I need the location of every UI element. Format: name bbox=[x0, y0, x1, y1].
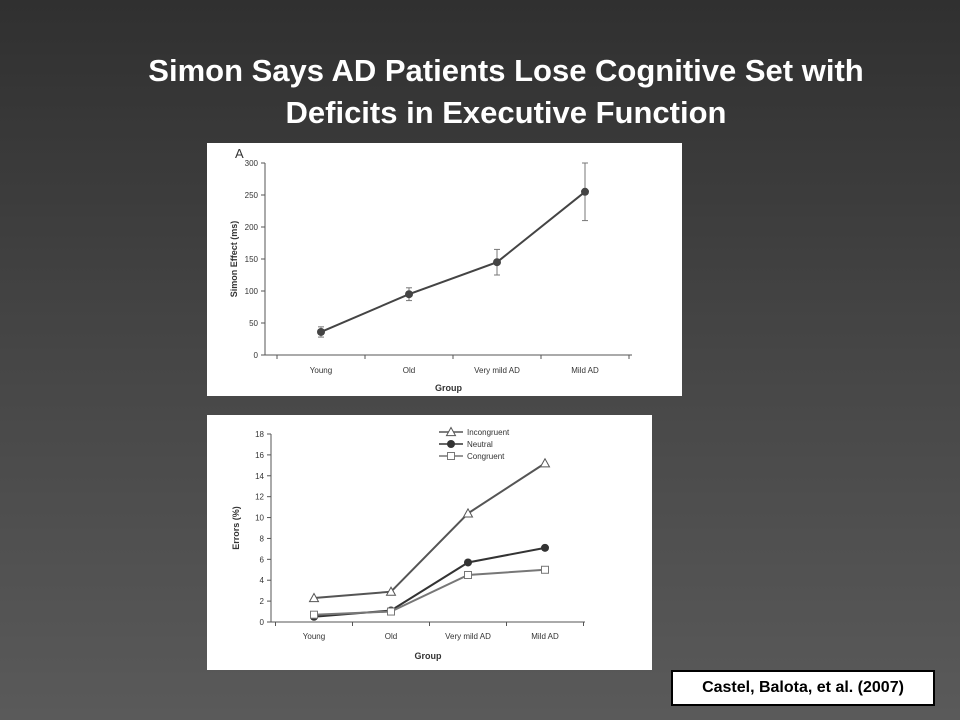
chart-b-y-tick-label: 18 bbox=[255, 430, 264, 439]
chart-b-y-tick-label: 16 bbox=[255, 451, 264, 460]
slide-title: Simon Says AD Patients Lose Cognitive Se… bbox=[40, 50, 960, 134]
chart-a-y-tick-label: 250 bbox=[245, 191, 259, 200]
chart-b-data-point bbox=[387, 607, 395, 616]
chart-b-legend-label: Incongruent bbox=[467, 428, 510, 437]
chart-b-data-point bbox=[462, 507, 474, 518]
chart-a-y-tick-label: 300 bbox=[245, 159, 259, 168]
chart-a-x-tick-label: Old bbox=[403, 366, 415, 375]
chart-b-data-point bbox=[308, 592, 320, 603]
chart-a-data-point bbox=[317, 327, 325, 336]
chart-panel-b: B024681012141618YoungOldVery mild ADMild… bbox=[207, 415, 652, 670]
chart-b-y-tick-label: 10 bbox=[255, 514, 264, 523]
chart-b-data-point bbox=[464, 571, 472, 579]
chart-b-x-tick-label: Mild AD bbox=[531, 632, 559, 641]
chart-a-x-tick-label: Very mild AD bbox=[474, 366, 520, 375]
chart-b-legend-label: Neutral bbox=[467, 440, 493, 449]
chart-a-data-point bbox=[581, 187, 589, 196]
chart-b-series-line-neutral bbox=[313, 546, 546, 618]
slide-title-line-2: Deficits in Executive Function bbox=[285, 95, 727, 130]
chart-a-y-axis-label: Simon Effect (ms) bbox=[229, 221, 239, 298]
chart-b-svg: B024681012141618YoungOldVery mild ADMild… bbox=[231, 426, 585, 661]
citation-box: Castel, Balota, et al. (2007) bbox=[671, 670, 935, 706]
chart-a-x-tick-label: Mild AD bbox=[571, 366, 599, 375]
chart-a-y-tick-label: 50 bbox=[249, 319, 258, 328]
slide-title-line-1: Simon Says AD Patients Lose Cognitive Se… bbox=[148, 53, 864, 88]
chart-b-data-point bbox=[385, 586, 397, 596]
chart-b-legend-marker bbox=[447, 440, 455, 448]
chart-b-x-tick-label: Young bbox=[303, 632, 325, 641]
chart-b-series-line-congruent bbox=[313, 568, 546, 616]
chart-b-data-point bbox=[310, 610, 318, 619]
chart-a-y-tick-label: 150 bbox=[245, 255, 259, 264]
chart-a-y-tick-label: 0 bbox=[254, 351, 259, 360]
chart-b-y-tick-label: 8 bbox=[260, 534, 265, 543]
chart-b-y-tick-label: 4 bbox=[260, 576, 265, 585]
chart-b-data-point bbox=[541, 565, 549, 574]
chart-b-y-tick-label: 12 bbox=[255, 493, 264, 502]
chart-panel-a: A 0 50 100 150 200 250 300 Young Old Very mild AD M… bbox=[207, 143, 682, 396]
chart-b-legend-label: Congruent bbox=[467, 452, 505, 461]
chart-b-series-line-incongruent bbox=[313, 462, 546, 599]
chart-a-data-point bbox=[405, 290, 413, 299]
chart-a-svg: A 0 50 100 150 200 250 300 Young Old Very mild AD M… bbox=[229, 146, 632, 393]
chart-a-panel-label: A bbox=[235, 146, 244, 161]
chart-b-data-point bbox=[541, 543, 549, 552]
chart-b-x-axis-label: Group bbox=[415, 651, 442, 661]
chart-b-y-tick-label: 14 bbox=[255, 472, 264, 481]
chart-b-x-tick-label: Old bbox=[385, 632, 397, 641]
chart-b-y-tick-label: 2 bbox=[260, 597, 265, 606]
chart-a-x-axis-label: Group bbox=[435, 383, 462, 393]
chart-b-legend-marker bbox=[447, 452, 455, 460]
chart-a-series-line bbox=[320, 191, 586, 333]
chart-b-y-axis-label: Errors (%) bbox=[231, 506, 241, 550]
chart-a-data-point bbox=[493, 258, 501, 267]
chart-b-y-tick-label: 6 bbox=[260, 555, 265, 564]
chart-b-y-tick-label: 0 bbox=[260, 618, 265, 627]
chart-b-x-tick-label: Very mild AD bbox=[445, 632, 491, 641]
chart-b-legend-marker bbox=[445, 426, 457, 437]
chart-b-data-point bbox=[539, 457, 551, 468]
chart-b-data-point bbox=[464, 558, 472, 567]
chart-a-x-tick-label: Young bbox=[310, 366, 332, 375]
chart-a-y-tick-label: 200 bbox=[245, 223, 259, 232]
chart-a-y-tick-label: 100 bbox=[245, 287, 259, 296]
